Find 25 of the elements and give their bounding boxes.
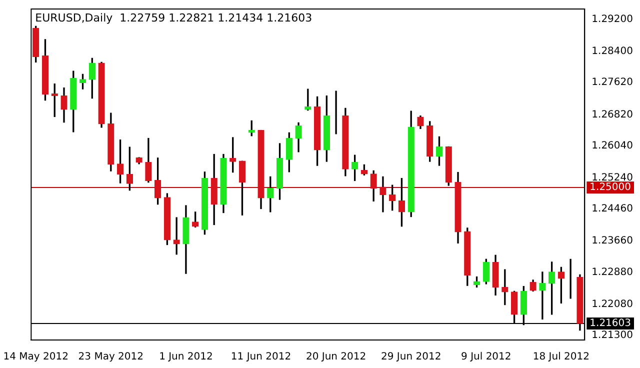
y-tick-label: 1.24460 (592, 204, 634, 215)
y-tick-label: 1.22080 (592, 298, 634, 310)
y-tick-label: 1.23660 (592, 236, 634, 247)
y-tick-label: 1.22880 (592, 266, 634, 278)
candlestick (539, 272, 546, 320)
x-tick-label: 11 Jun 2012 (230, 352, 292, 363)
y-tick-label: 1.26820 (592, 109, 634, 120)
x-tick-label: 23 May 2012 (78, 352, 144, 363)
y-tick-label: 1.21300 (592, 330, 634, 342)
x-tick-label: 1 Jun 2012 (159, 352, 213, 363)
y-tick-label: 1.26040 (592, 140, 634, 152)
y-tick-label: 1.27620 (592, 77, 634, 88)
x-tick-label: 29 Jun 2012 (381, 352, 442, 363)
candlestick (380, 176, 386, 212)
x-tick-label: 9 Jul 2012 (461, 352, 512, 363)
chart-title: EURUSD,Daily 1.22759 1.22821 1.21434 1.21603 (35, 11, 312, 24)
x-tick-label: 14 May 2012 (3, 352, 68, 363)
y-tick-label: 1.29200 (592, 14, 634, 25)
ref-line-label: 1.25000 (590, 182, 632, 194)
x-tick-label: 20 Jun 2012 (306, 352, 366, 363)
ref-line-label: 1.21603 (590, 318, 632, 330)
y-tick-label: 1.25240 (592, 172, 634, 184)
y-tick-label: 1.28400 (592, 46, 634, 58)
x-tick-label: 18 Jul 2012 (532, 352, 590, 363)
candlestick (173, 217, 180, 255)
